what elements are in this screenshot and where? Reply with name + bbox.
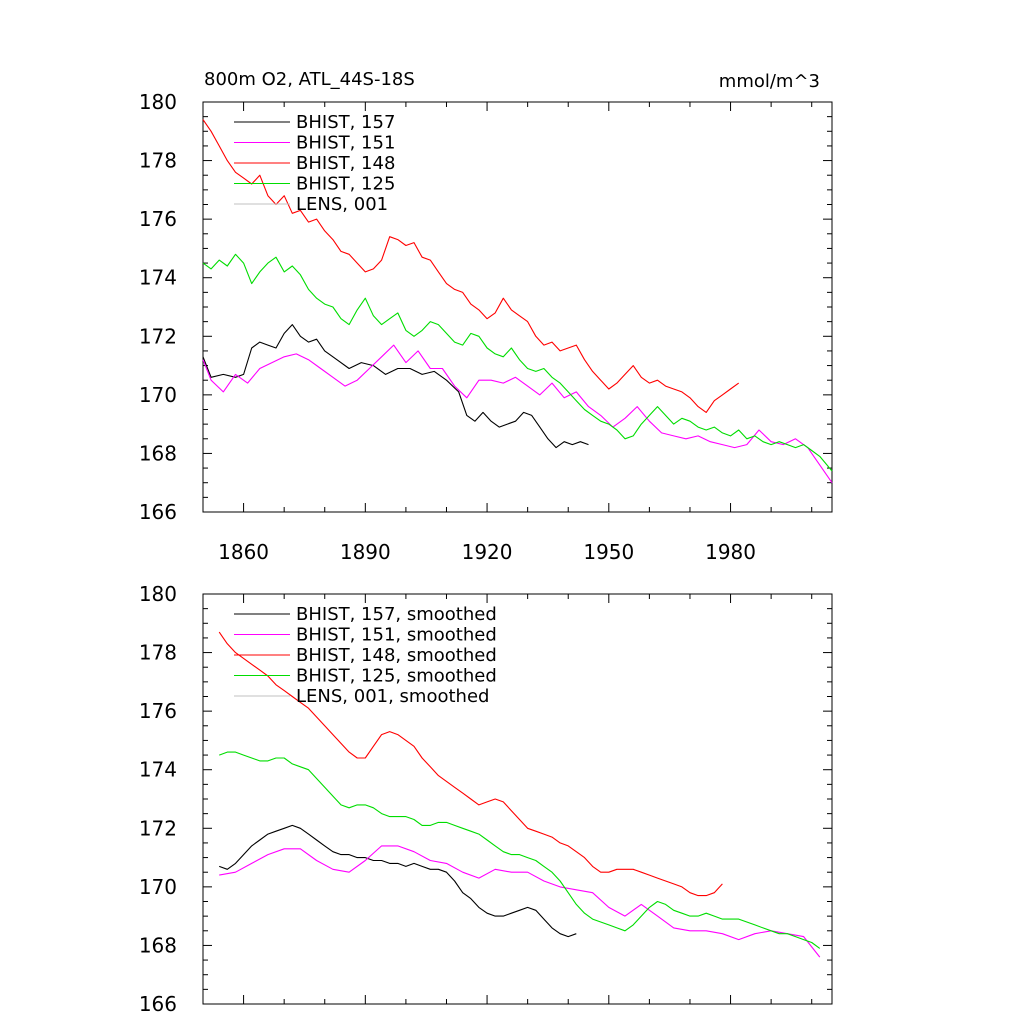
top-panel-units: mmol/m^3 bbox=[719, 71, 820, 92]
y-tick-label: 178 bbox=[139, 641, 177, 665]
series-line-bhist-125 bbox=[202, 253, 833, 472]
y-tick-label: 176 bbox=[139, 207, 177, 231]
y-tick-label: 168 bbox=[139, 441, 177, 465]
y-tick-label: 174 bbox=[139, 266, 177, 290]
series-line-bhist-157 bbox=[202, 324, 589, 449]
series-line-bhist-151 bbox=[219, 845, 821, 958]
bottom-panel-plot: 166 168 170 172 174 176 178 180 BHIST, 157, smoo… bbox=[139, 582, 833, 1016]
legend-label: BHIST, 157 bbox=[296, 112, 395, 133]
legend-label: BHIST, 157, smoothed bbox=[296, 604, 497, 625]
legend-label: LENS, 001, smoothed bbox=[296, 686, 489, 707]
top-panel: 800m O2, ATL_44S-18S mmol/m^3 1661681701… bbox=[139, 69, 833, 564]
series-line-bhist-151 bbox=[202, 344, 833, 484]
y-tick-label: 166 bbox=[139, 500, 177, 524]
bottom-panel: 166 168 170 172 174 176 178 180 BHIST, 157, smoo… bbox=[139, 582, 833, 1016]
legend-label: BHIST, 151 bbox=[296, 133, 395, 154]
series-line-bhist-148 bbox=[202, 119, 740, 413]
y-tick-label: 176 bbox=[139, 699, 177, 723]
y-tick-label: 172 bbox=[139, 816, 177, 840]
legend-label: LENS, 001 bbox=[296, 194, 388, 215]
x-tick-label: 1860 bbox=[218, 540, 269, 564]
legend-label: BHIST, 125, smoothed bbox=[296, 666, 497, 687]
y-tick-label: 170 bbox=[139, 383, 177, 407]
series-line-bhist-157 bbox=[219, 824, 577, 938]
x-tick-label: 1920 bbox=[462, 540, 513, 564]
y-tick-label: 170 bbox=[139, 875, 177, 899]
legend-label: BHIST, 151, smoothed bbox=[296, 625, 497, 646]
y-tick-label: 172 bbox=[139, 324, 177, 348]
x-tick-label: 1980 bbox=[705, 540, 756, 564]
x-tick-label: 1950 bbox=[583, 540, 634, 564]
y-tick-label: 180 bbox=[139, 582, 177, 606]
y-tick-label: 174 bbox=[139, 758, 177, 782]
y-tick-label: 178 bbox=[139, 149, 177, 173]
series-line-bhist-125 bbox=[219, 751, 821, 949]
series-line-bhist-148 bbox=[218, 631, 723, 897]
legend-label: BHIST, 148 bbox=[296, 153, 395, 174]
y-tick-label: 180 bbox=[139, 90, 177, 114]
legend-label: BHIST, 148, smoothed bbox=[296, 645, 497, 666]
top-panel-title: 800m O2, ATL_44S-18S bbox=[204, 69, 415, 90]
y-tick-label: 168 bbox=[139, 933, 177, 957]
y-tick-label: 166 bbox=[139, 992, 177, 1016]
x-tick-label: 1890 bbox=[340, 540, 391, 564]
top-panel-plot: 166 168 170 172 174 176 178 180 1860 1890 1920 1950… bbox=[139, 90, 833, 564]
legend-label: BHIST, 125 bbox=[296, 174, 395, 195]
